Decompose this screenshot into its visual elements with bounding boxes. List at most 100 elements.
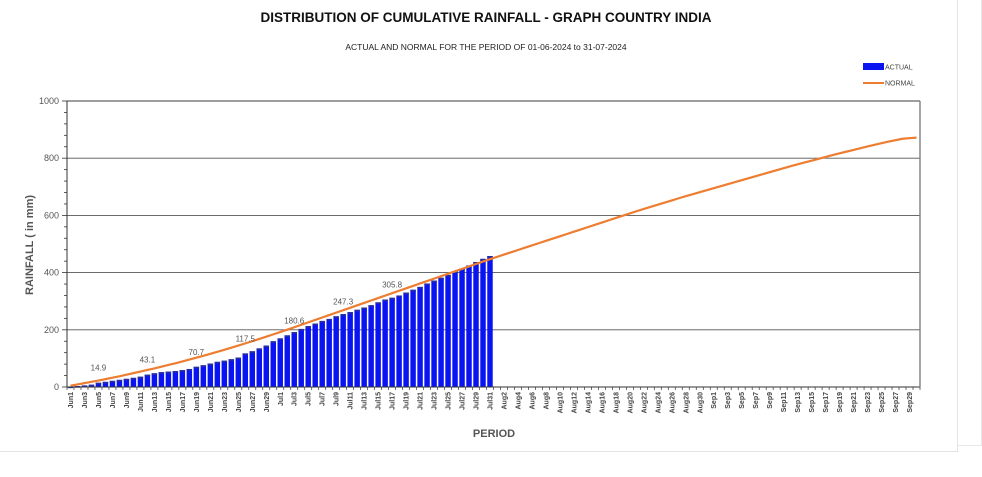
actual-bar xyxy=(158,372,165,387)
actual-bar-cap xyxy=(291,332,297,334)
actual-bar xyxy=(452,271,458,387)
data-label: 14.9 xyxy=(91,364,107,373)
actual-bar xyxy=(186,368,193,387)
actual-bar xyxy=(193,366,200,387)
actual-bar-cap xyxy=(431,280,437,283)
actual-bar-cap xyxy=(305,326,311,328)
x-tick-label: Sep15 xyxy=(809,392,816,413)
x-tick-label: Sep13 xyxy=(795,392,802,413)
x-tick-label: Aug24 xyxy=(655,392,662,414)
actual-bar xyxy=(361,307,367,387)
actual-bar xyxy=(235,357,242,387)
actual-bar-cap xyxy=(116,379,123,382)
data-label: 305.8 xyxy=(382,281,403,290)
y-tick-label: 400 xyxy=(44,268,59,278)
actual-bar-cap xyxy=(214,361,221,364)
actual-bar xyxy=(228,359,235,387)
actual-bar-cap xyxy=(144,374,151,377)
actual-bar xyxy=(445,274,451,387)
actual-bar xyxy=(137,376,144,387)
x-tick-label: Sep7 xyxy=(753,392,760,409)
actual-bar xyxy=(165,371,172,387)
x-tick-label: Jun7 xyxy=(110,392,117,408)
x-tick-label: Jun11 xyxy=(138,392,145,412)
x-tick-label: Aug6 xyxy=(529,392,536,410)
actual-bar-cap xyxy=(410,289,416,292)
actual-bar xyxy=(151,373,158,387)
actual-bar xyxy=(389,297,395,387)
actual-bar xyxy=(144,374,151,387)
x-tick-label: Jun25 xyxy=(236,392,243,412)
actual-bar-cap xyxy=(95,382,102,385)
y-tick-label: 1000 xyxy=(39,96,59,106)
x-tick-label: Jun19 xyxy=(194,392,201,412)
x-tick-label: Jun17 xyxy=(180,392,187,412)
x-tick-label: Sep9 xyxy=(767,392,774,409)
actual-bar xyxy=(207,363,214,387)
actual-bar-cap xyxy=(333,316,339,318)
legend-actual-label: ACTUAL xyxy=(885,65,913,72)
actual-bar xyxy=(459,268,465,387)
x-tick-label: Aug16 xyxy=(599,392,606,414)
actual-bar xyxy=(347,312,353,387)
x-tick-label: Jul23 xyxy=(432,392,439,410)
actual-bar xyxy=(354,309,360,387)
legend-normal-label: NORMAL xyxy=(885,81,915,88)
actual-bars xyxy=(67,256,493,389)
actual-bar-cap xyxy=(396,295,402,298)
actual-bar xyxy=(333,316,339,387)
actual-bar-cap xyxy=(347,312,353,314)
actual-bar-cap xyxy=(249,351,256,353)
actual-bar-cap xyxy=(312,323,318,326)
x-tick-label: Jul3 xyxy=(292,392,299,406)
chart-frame xyxy=(0,0,958,452)
x-tick-label: Sep27 xyxy=(893,392,900,413)
x-tick-label: Aug18 xyxy=(613,392,620,414)
actual-bar xyxy=(312,323,318,387)
actual-bar-cap xyxy=(487,256,493,258)
x-tick-label: Aug22 xyxy=(641,392,648,414)
actual-bar-cap xyxy=(403,292,409,295)
actual-bar-cap xyxy=(319,320,325,323)
data-labels: 14.9 43.1 70.7 117.5 180.6 247.3 305.8 xyxy=(91,281,403,373)
x-tick-label: Aug30 xyxy=(697,392,704,414)
actual-bar xyxy=(291,332,297,387)
x-tick-label: Jul5 xyxy=(306,392,313,406)
data-label: 70.7 xyxy=(189,348,205,357)
actual-bar-cap xyxy=(221,360,228,363)
actual-bar-cap xyxy=(235,357,242,360)
actual-bar-cap xyxy=(368,305,374,307)
actual-bar xyxy=(375,302,381,387)
actual-bar-cap xyxy=(130,377,137,380)
actual-bar-cap xyxy=(361,307,367,310)
actual-bar xyxy=(319,320,325,387)
normal-line-group xyxy=(70,136,917,387)
actual-bar-cap xyxy=(123,378,130,381)
x-tick-label: Jul17 xyxy=(390,392,397,410)
data-label: 180.6 xyxy=(284,316,305,325)
x-tick-label: Sep21 xyxy=(851,392,858,413)
actual-bar-cap xyxy=(270,341,276,343)
x-tick-label: Jul13 xyxy=(362,392,369,410)
actual-bar-cap xyxy=(473,262,479,264)
actual-bar xyxy=(109,380,116,387)
x-tick-label: Jul25 xyxy=(446,392,453,410)
data-label: 43.1 xyxy=(140,356,156,365)
x-tick-label: Jul29 xyxy=(474,392,481,410)
legend-actual-swatch xyxy=(863,63,884,70)
actual-bar-cap xyxy=(480,258,486,261)
x-tick-label: Sep3 xyxy=(725,392,732,409)
actual-bar xyxy=(410,289,416,387)
actual-bar xyxy=(305,326,311,387)
x-tick-label: Jun13 xyxy=(152,392,159,412)
actual-bar xyxy=(417,286,423,387)
y-axis-title: RAINFALL ( in mm) xyxy=(24,195,36,295)
x-tick-label: Aug14 xyxy=(585,392,592,414)
data-label: 247.3 xyxy=(333,297,354,306)
x-tick-label: Jun1 xyxy=(68,392,75,408)
actual-bar xyxy=(431,280,437,387)
actual-bar-cap xyxy=(417,286,423,289)
chart-title: DISTRIBUTION OF CUMULATIVE RAINFALL - GR… xyxy=(260,10,712,25)
x-tick-label: Jul9 xyxy=(334,392,341,406)
